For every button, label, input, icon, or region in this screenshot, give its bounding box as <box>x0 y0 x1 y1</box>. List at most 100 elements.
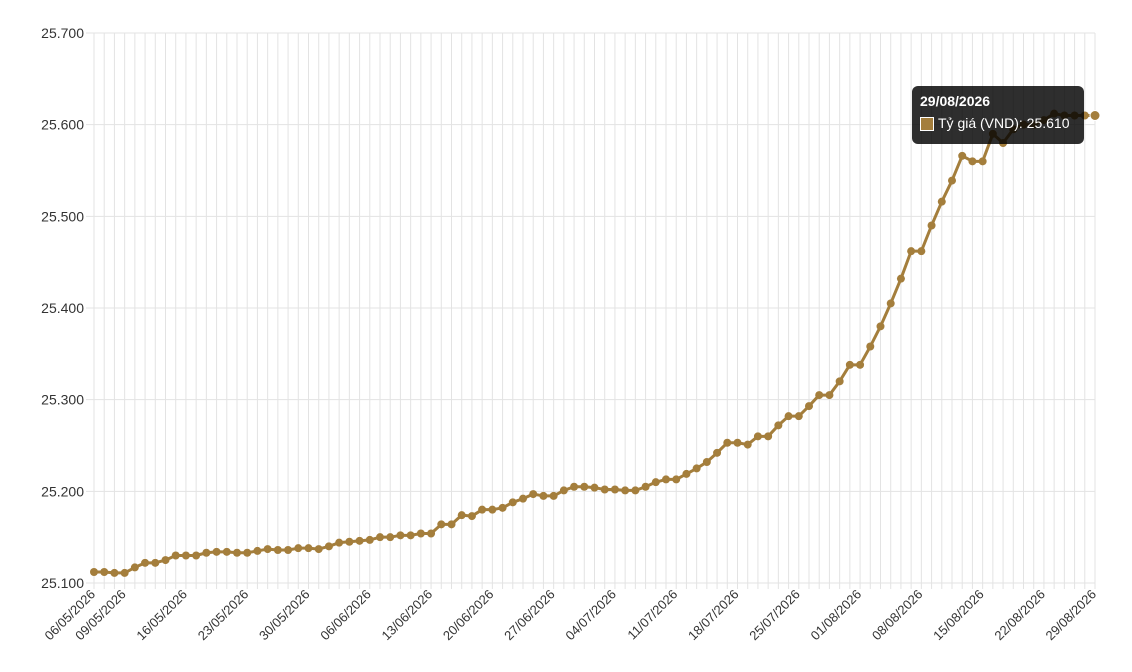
data-point <box>243 548 252 557</box>
data-point <box>488 505 497 514</box>
data-point <box>743 440 752 449</box>
data-point <box>406 531 415 540</box>
data-point <box>713 448 722 457</box>
data-point <box>457 511 466 520</box>
data-point <box>120 568 129 577</box>
x-tick-label: 15/08/2026 <box>930 587 987 644</box>
y-tick-label: 25.200 <box>41 483 84 499</box>
data-point <box>845 360 854 369</box>
data-point <box>896 274 905 283</box>
data-point <box>794 412 803 421</box>
data-point <box>580 482 589 491</box>
data-point <box>284 546 293 554</box>
data-point <box>171 551 180 560</box>
data-point <box>345 537 354 546</box>
x-tick-label: 25/07/2026 <box>746 587 803 644</box>
data-point <box>437 520 446 529</box>
data-point <box>549 491 558 500</box>
tooltip-row: Tỷ giá (VND): 25.610 <box>920 115 1076 132</box>
data-point <box>314 545 323 554</box>
data-point <box>621 486 630 495</box>
x-tick-label: 29/08/2026 <box>1042 587 1099 644</box>
y-tick-label: 25.300 <box>41 392 84 408</box>
data-point <box>723 438 732 447</box>
data-point <box>529 490 538 499</box>
series-layer <box>90 109 1101 577</box>
data-point <box>324 542 333 551</box>
x-tick-label: 13/06/2026 <box>379 587 436 644</box>
data-point <box>610 485 619 494</box>
data-point <box>753 432 762 441</box>
x-tick-label: 23/05/2026 <box>195 587 252 644</box>
x-tick-label: 04/07/2026 <box>562 587 619 644</box>
data-point <box>335 538 344 547</box>
tooltip: 29/08/2026 Tỷ giá (VND): 25.610 <box>912 86 1084 144</box>
data-point <box>927 221 936 230</box>
data-point <box>447 520 456 529</box>
data-point <box>672 475 681 484</box>
data-point <box>467 512 476 521</box>
data-point <box>805 402 813 411</box>
data-point <box>263 545 272 554</box>
data-point <box>948 176 956 185</box>
data-point <box>968 157 977 166</box>
data-point <box>856 360 865 369</box>
data-point <box>100 568 109 576</box>
data-point <box>631 486 640 495</box>
x-tick-label: 18/07/2026 <box>685 587 742 644</box>
data-point <box>825 391 834 400</box>
data-point <box>937 197 946 206</box>
data-point <box>876 322 885 331</box>
data-point <box>978 157 987 166</box>
data-point <box>1089 110 1101 121</box>
data-point <box>764 432 773 441</box>
data-point <box>692 464 701 473</box>
data-point <box>917 247 926 256</box>
data-point <box>651 478 660 487</box>
data-point <box>886 299 895 308</box>
data-point <box>958 151 967 160</box>
x-tick-label: 27/06/2026 <box>501 587 558 644</box>
x-tick-label: 11/07/2026 <box>624 587 680 643</box>
data-point <box>559 486 568 495</box>
data-point <box>416 529 425 538</box>
data-point <box>181 551 190 560</box>
x-tick-label: 08/08/2026 <box>869 587 926 644</box>
data-point <box>365 535 374 544</box>
data-point <box>396 531 405 540</box>
y-tick-label: 25.500 <box>41 208 84 224</box>
y-tick-label: 25.700 <box>41 25 84 41</box>
x-tick-label: 30/05/2026 <box>256 587 313 644</box>
data-point <box>386 533 395 542</box>
tooltip-swatch <box>920 116 934 131</box>
data-point <box>682 469 691 478</box>
data-point <box>304 544 313 553</box>
data-point <box>539 491 548 500</box>
data-point <box>498 503 507 512</box>
data-point <box>774 421 783 430</box>
x-tick-label: 16/05/2026 <box>133 587 190 644</box>
data-point <box>294 544 303 553</box>
x-tick-label: 20/06/2026 <box>440 587 497 644</box>
data-point <box>733 438 742 447</box>
data-point <box>233 548 241 557</box>
x-tick-label: 22/08/2026 <box>991 587 1048 644</box>
data-point <box>702 458 711 466</box>
data-point <box>376 533 384 542</box>
data-point <box>662 475 670 484</box>
y-tick-label: 25.600 <box>41 117 84 133</box>
data-point <box>519 494 527 503</box>
grid-layer <box>86 32 1096 589</box>
data-point <box>355 536 364 545</box>
data-point <box>90 568 98 576</box>
data-point <box>141 558 150 567</box>
data-point <box>202 548 211 557</box>
data-point <box>273 546 282 554</box>
y-tick-label: 25.100 <box>41 575 84 591</box>
data-point <box>835 377 844 386</box>
data-point <box>641 482 650 491</box>
data-point <box>192 551 201 560</box>
data-point <box>590 483 599 492</box>
